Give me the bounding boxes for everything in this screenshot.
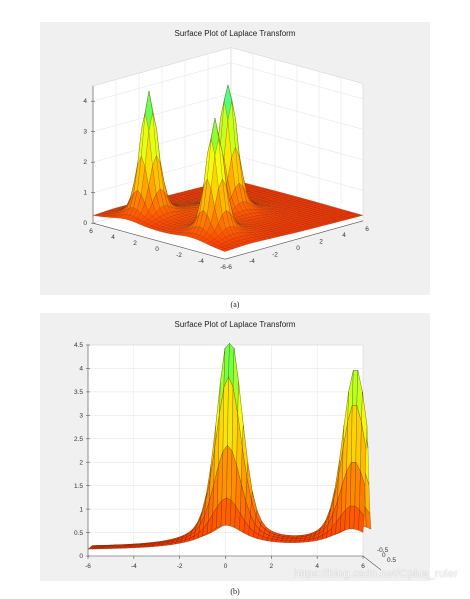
y-tick-label: -0.5 [377, 547, 389, 554]
surface-patch [220, 248, 230, 252]
z-tick-label: 0 [83, 220, 87, 227]
x-tick-label: -4 [131, 563, 137, 570]
x-tick-label: -6 [220, 264, 226, 271]
y-axis-line [92, 222, 226, 260]
z-tick-label: 2.5 [74, 436, 83, 443]
y-tick-label: -6 [226, 264, 232, 271]
y-tick-label: -4 [249, 258, 255, 265]
z-tick-label: 0.5 [74, 530, 83, 537]
caption-b: (b) [230, 587, 240, 596]
x-tick-label: 6 [361, 563, 365, 570]
z-tick-label: 3.5 [74, 389, 83, 396]
z-tick-label: 1.5 [74, 483, 83, 490]
chart-panel-a: Surface Plot of Laplace Transform 0 1 2 3 4 6 4… [40, 22, 430, 295]
z-tick-label: 4.5 [74, 342, 83, 349]
z-tick-label: 1 [83, 190, 87, 197]
y-axis-line [362, 555, 382, 571]
x-tick-label: -2 [176, 252, 182, 259]
y-tick-label: 0 [382, 552, 386, 559]
z-tick-label: 4 [83, 98, 87, 105]
y-tick-label: 4 [342, 232, 346, 239]
x-tick-label: 4 [111, 234, 115, 241]
caption-a: (a) [230, 300, 240, 309]
y-tick-label: 2 [319, 239, 323, 246]
y-tick-label: 0 [296, 245, 300, 252]
z-tick-label: 0 [79, 553, 83, 560]
y-tick-label: 0.5 [387, 557, 396, 564]
surface-plot-a: Surface Plot of Laplace Transform 0 1 2 3 4 6 4… [83, 29, 369, 271]
x-tick-label: 2 [133, 240, 137, 247]
x-tick-label: 2 [270, 563, 274, 570]
z-tick-label: 4 [79, 366, 83, 373]
surface-patch [358, 509, 365, 533]
x-tick-label: 4 [315, 563, 319, 570]
x-tick-label: -4 [198, 258, 204, 265]
z-tick-label: 1 [79, 506, 83, 513]
x-tick-label: 0 [155, 246, 159, 253]
z-tick-label: 2 [83, 159, 87, 166]
chart-title-b: Surface Plot of Laplace Transform [175, 320, 296, 329]
z-tick-label: 3 [83, 129, 87, 136]
z-tick-label: 3 [79, 413, 83, 420]
surface-plot-b: Surface Plot of Laplace Transform00.511.… [74, 320, 396, 571]
x-tick-label: 0 [224, 563, 228, 570]
y-tick-label: 6 [365, 226, 369, 233]
x-tick-label: -6 [85, 563, 91, 570]
y-tick-label: -2 [272, 251, 278, 258]
watermark-text: https://blog.csdn.net/Cplus_ruler [293, 568, 458, 580]
x-axis-line [224, 220, 364, 260]
z-tick-label: 2 [79, 459, 83, 466]
chart-panel-b: Surface Plot of Laplace Transform 0 0.5 1 1.… [40, 313, 430, 581]
x-tick-label: 6 [89, 228, 93, 235]
x-tick-label: -2 [177, 563, 183, 570]
chart-title-a: Surface Plot of Laplace Transform [175, 29, 296, 38]
